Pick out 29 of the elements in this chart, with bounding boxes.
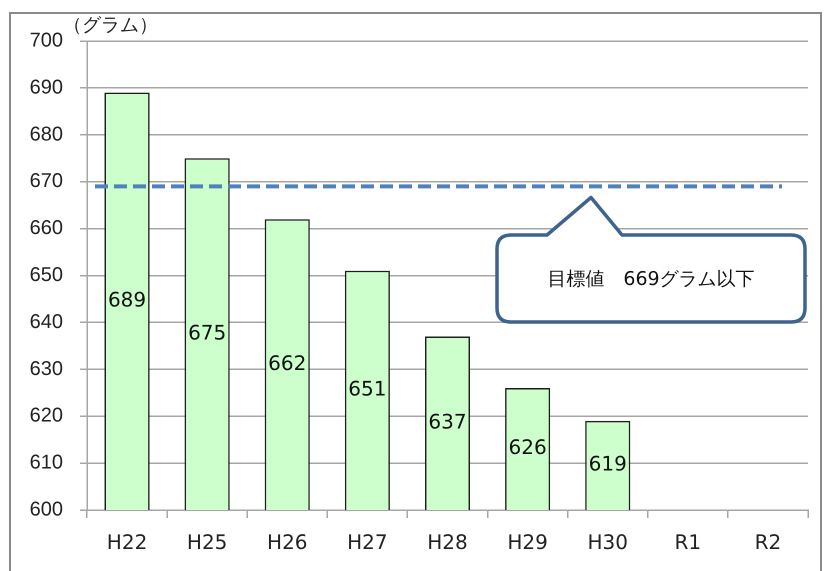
y-tick-label: 640	[30, 310, 63, 333]
data-label: 651	[348, 376, 386, 401]
x-tick-label: H27	[347, 530, 388, 554]
x-tick-label: H26	[267, 530, 308, 554]
data-label: 619	[588, 452, 627, 476]
y-tick-label: 700	[30, 30, 63, 52]
x-tick-label: R2	[754, 530, 782, 554]
data-label: 637	[428, 409, 467, 434]
x-tick-label: H29	[507, 530, 548, 554]
x-tick-label: H30	[587, 530, 628, 554]
y-tick-label: 610	[30, 452, 63, 474]
x-tick-label: R1	[674, 530, 702, 554]
y-tick-label: 630	[30, 358, 63, 380]
y-tick-label: 670	[30, 170, 63, 192]
y-axis-title: （グラム）	[63, 14, 158, 36]
y-tick-label: 600	[30, 498, 63, 521]
y-tick-label: 650	[30, 264, 63, 286]
y-tick-label: 690	[30, 76, 63, 98]
x-tick-label: H28	[427, 530, 468, 554]
data-label: 626	[508, 435, 547, 460]
y-tick-label: 680	[30, 123, 63, 146]
x-tick-label: H25	[186, 530, 228, 554]
annotation: 目標値 669グラム以下	[547, 266, 755, 292]
data-label: 662	[268, 350, 306, 375]
data-label: 675	[188, 320, 226, 344]
x-tick-label: H22	[106, 530, 148, 554]
data-label: 689	[108, 288, 146, 312]
y-tick-label: 620	[30, 404, 63, 427]
y-tick-label: 660	[30, 217, 63, 240]
